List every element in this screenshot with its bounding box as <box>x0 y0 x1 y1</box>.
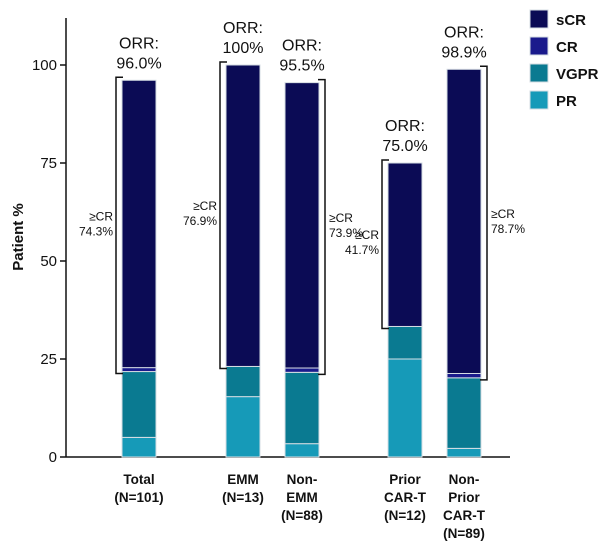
cr-label: ≥CR <box>193 199 217 213</box>
cr-label: ≥CR <box>89 209 113 223</box>
bar-segment-scr <box>387 162 423 327</box>
orr-label: ORR: <box>444 24 484 41</box>
bars: Total (N=101) EMM (N=13) Non- EMM (N=88) Prior C… <box>114 64 486 541</box>
bar-segment-vgpr <box>446 377 482 449</box>
cr-bracket <box>480 65 488 381</box>
annotations: ORR: 96.0% ORR: 100% ORR: 95.5% ORR: 75.0% ORR: 9… <box>79 20 525 381</box>
bar-segment-cr <box>121 367 157 373</box>
legend-swatch-pr <box>529 90 549 110</box>
y-tick-label: 25 <box>40 351 57 368</box>
cr-bracket <box>115 76 123 375</box>
cr-value: 74.3% <box>79 224 113 238</box>
bar-segment-pr <box>387 358 423 458</box>
orr-label: ORR: <box>223 20 263 37</box>
x-tick-label: (N=13) <box>222 490 264 505</box>
bar-segment-vgpr <box>225 365 261 398</box>
legend-label: sCR <box>556 12 586 29</box>
legend-swatch-scr <box>529 9 549 29</box>
orr-label: ORR: <box>282 38 322 55</box>
orr-value: 95.5% <box>279 58 324 75</box>
x-tick-label: (N=88) <box>281 508 323 523</box>
x-tick-label: Non- <box>449 472 480 487</box>
x-tick-label: CAR-T <box>443 508 486 523</box>
orr-value: 100% <box>223 40 264 57</box>
legend: sCR CR VGPR PR <box>529 9 599 110</box>
bar-segment-pr <box>284 443 320 458</box>
x-tick-label: Non- <box>287 472 318 487</box>
y-axis-title: Patient % <box>10 203 27 271</box>
x-tick-label: (N=89) <box>443 526 485 541</box>
y-tick-label: 75 <box>40 155 57 172</box>
y-tick-label: 100 <box>32 57 57 74</box>
bar-segment-cr <box>446 373 482 379</box>
y-tick-label: 0 <box>49 449 57 466</box>
orr-value: 98.9% <box>441 44 486 61</box>
legend-label: VGPR <box>556 66 599 83</box>
bar-segment-cr <box>284 367 320 373</box>
bar-segment-scr <box>225 64 261 367</box>
legend-label: CR <box>556 39 578 56</box>
bar-segment-vgpr <box>121 371 157 438</box>
x-tick-label: (N=101) <box>114 490 163 505</box>
orr-value: 75.0% <box>382 138 427 155</box>
bar-segment-scr <box>446 68 482 375</box>
legend-label: PR <box>556 93 577 110</box>
legend-swatch-cr <box>529 36 549 56</box>
legend-swatch-vgpr <box>529 63 549 83</box>
cr-label: ≥CR <box>355 228 379 242</box>
x-tick-label: Prior <box>448 490 480 505</box>
cr-bracket <box>318 78 326 376</box>
cr-bracket <box>381 159 389 330</box>
cr-value: 76.9% <box>183 214 217 228</box>
bar-segment-scr <box>121 79 157 369</box>
cr-value: 73.9% <box>329 226 363 240</box>
cr-label: ≥CR <box>329 211 353 225</box>
y-tick-label: 50 <box>40 253 57 270</box>
bar-segment-vgpr <box>284 371 320 445</box>
x-tick-label: EMM <box>286 490 318 505</box>
x-tick-label: (N=12) <box>384 508 426 523</box>
bar-segment-pr <box>446 447 482 458</box>
cr-value: 78.7% <box>491 222 525 236</box>
orr-value: 96.0% <box>116 55 161 72</box>
bar-segment-scr <box>284 82 320 369</box>
x-tick-label: CAR-T <box>384 490 427 505</box>
bar-segment-pr <box>121 436 157 458</box>
orr-label: ORR: <box>385 118 425 135</box>
cr-value: 41.7% <box>345 243 379 257</box>
bar-segment-vgpr <box>387 325 423 360</box>
x-tick-label: EMM <box>227 472 259 487</box>
cr-label: ≥CR <box>491 207 515 221</box>
bar-segment-pr <box>225 396 261 458</box>
x-tick-label: Total <box>123 472 154 487</box>
cr-bracket <box>219 61 227 370</box>
x-tick-label: Prior <box>389 472 421 487</box>
orr-label: ORR: <box>119 35 159 52</box>
